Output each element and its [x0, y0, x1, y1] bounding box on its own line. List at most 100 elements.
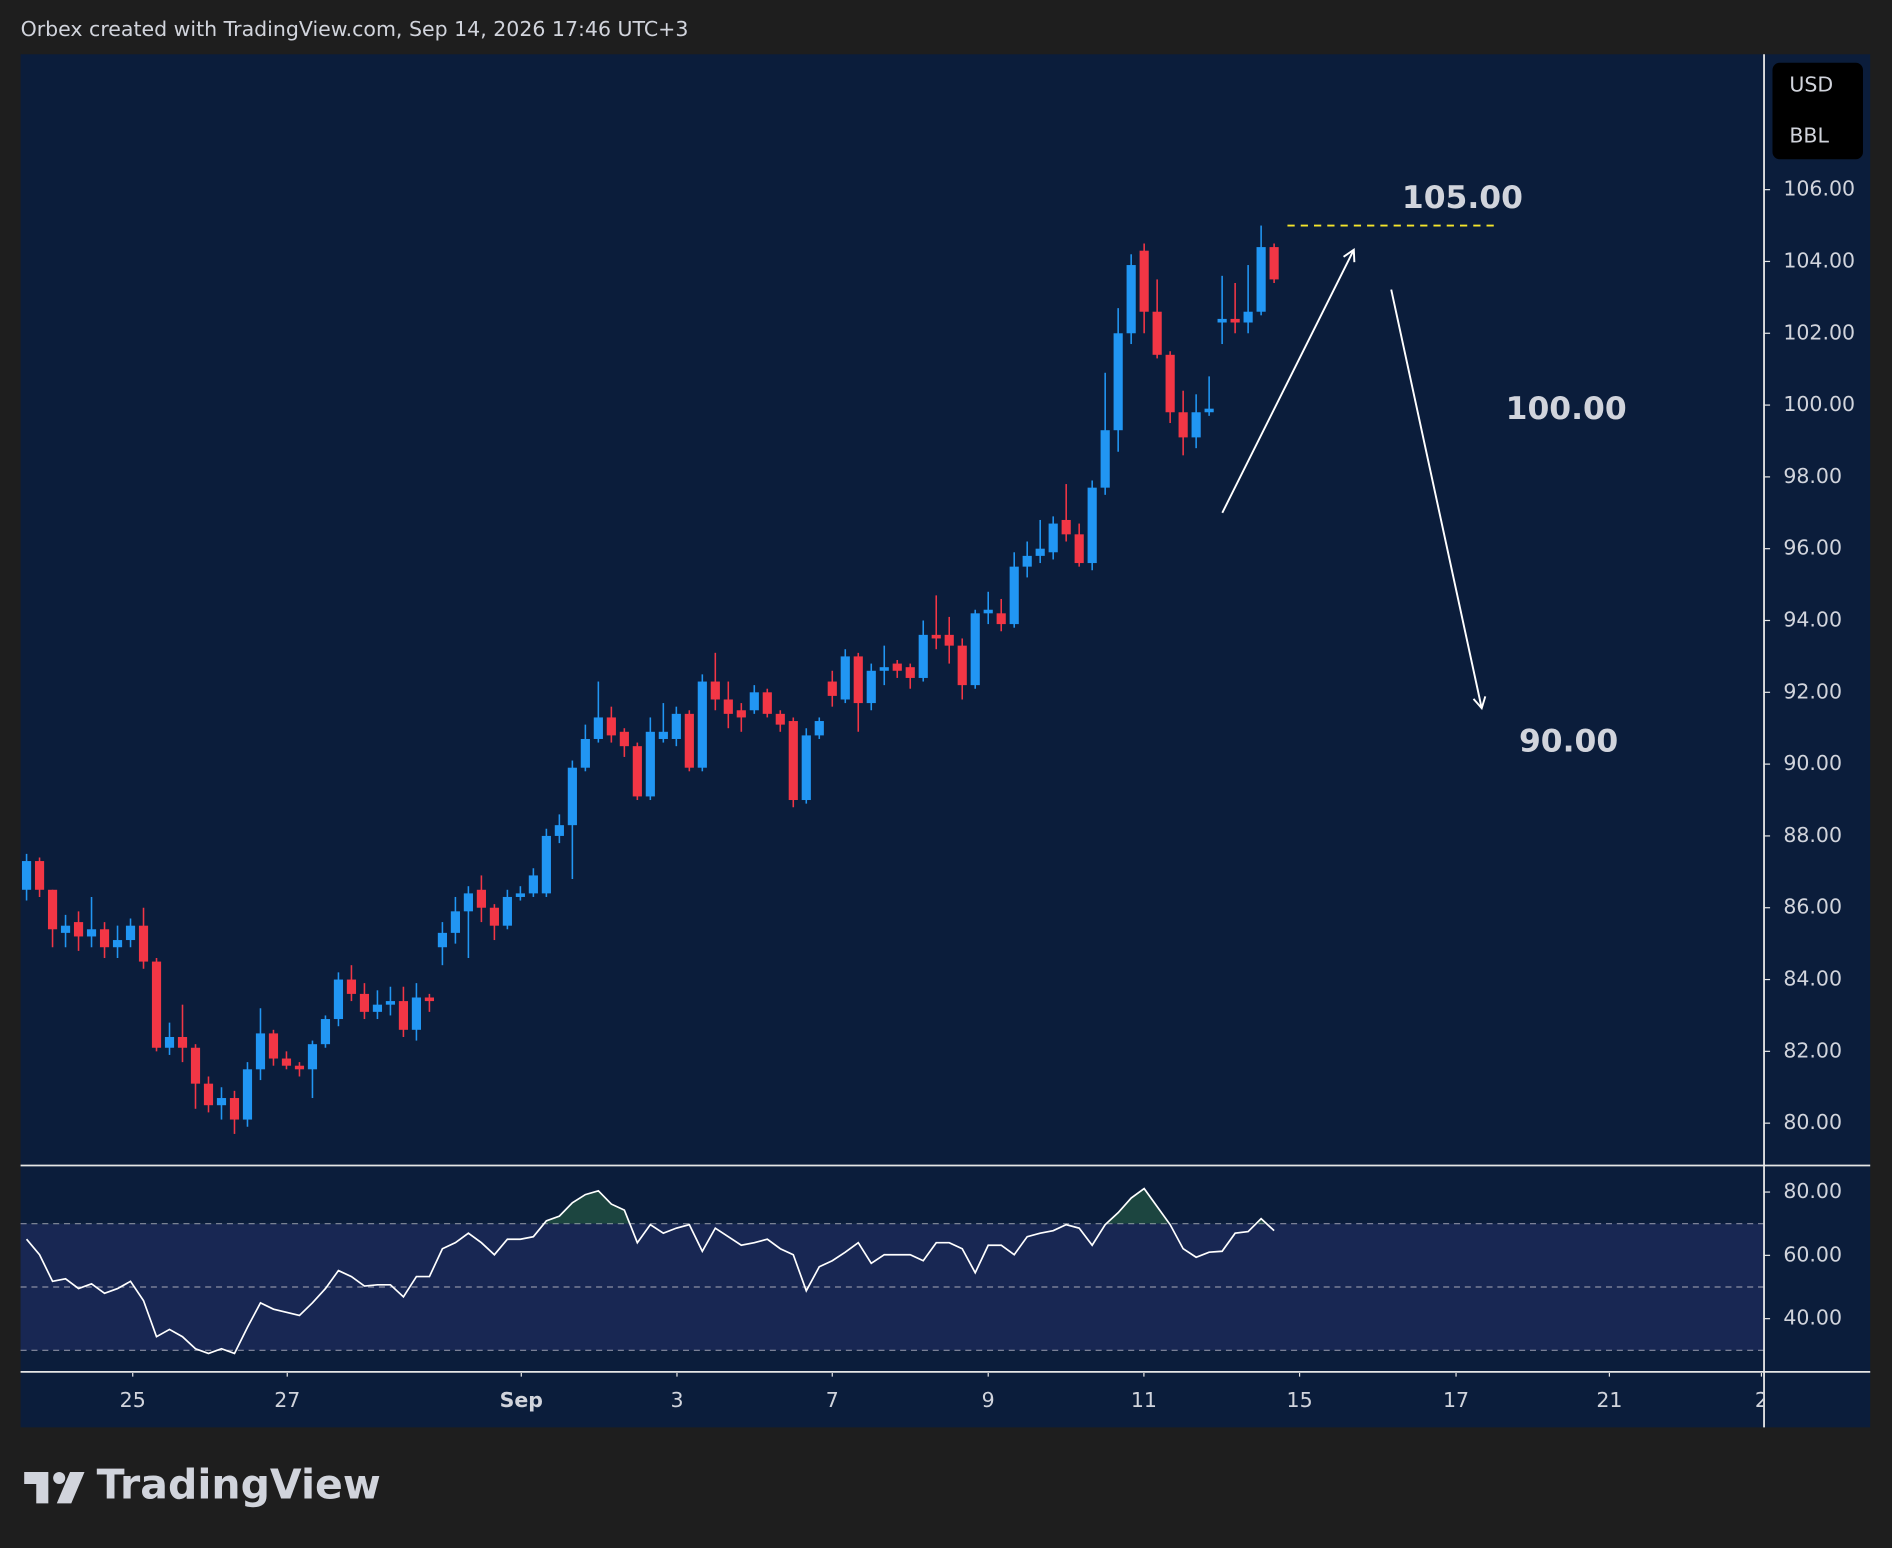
candle-body	[151, 961, 162, 1048]
x-tick-label: 17	[1443, 1388, 1469, 1412]
candle-body	[1061, 519, 1071, 535]
rsi-tick-label: 40.00	[1783, 1306, 1842, 1330]
candle-body	[190, 1047, 201, 1084]
unit: BBL	[1789, 123, 1829, 147]
candle-body	[320, 1019, 331, 1045]
chart-area	[20, 54, 1871, 1428]
candle-body	[1178, 412, 1188, 438]
candle-body	[580, 738, 590, 768]
candle-body	[281, 1058, 292, 1066]
candle-body	[515, 893, 525, 897]
candle-body	[866, 670, 876, 704]
candle-body	[1074, 534, 1084, 564]
candle-body	[385, 1001, 396, 1005]
candle-body	[645, 731, 655, 797]
candle-body	[996, 613, 1006, 625]
logo-icon	[24, 1471, 85, 1504]
candle-body	[73, 922, 84, 937]
y-tick-label: 90.00	[1783, 751, 1842, 775]
y-tick-label: 104.00	[1783, 248, 1855, 272]
candle-body	[528, 875, 538, 894]
candle-body	[489, 907, 499, 926]
y-tick-label: 92.00	[1783, 679, 1842, 703]
rsi-tick-label: 60.00	[1783, 1242, 1842, 1266]
y-tick-label: 102.00	[1783, 320, 1855, 344]
candle-body	[398, 1001, 409, 1030]
candle-body	[177, 1036, 188, 1048]
candle-body	[918, 634, 928, 678]
candle-body	[970, 613, 980, 686]
candle-body	[1087, 487, 1097, 564]
candle-body	[801, 735, 811, 801]
candle-body	[1113, 333, 1123, 431]
y-tick-label: 82.00	[1783, 1038, 1842, 1062]
candle-body	[138, 925, 149, 962]
x-tick-label: 25	[120, 1388, 146, 1412]
x-tick-label: 3	[670, 1388, 683, 1412]
candle-body	[21, 861, 32, 890]
candle-body	[1152, 311, 1162, 355]
x-tick-label: 11	[1131, 1388, 1157, 1412]
candle-body	[1204, 408, 1214, 413]
candle-body	[723, 699, 733, 714]
candle-body	[372, 1004, 383, 1012]
candle-body	[1035, 548, 1045, 556]
candle-body	[1022, 555, 1032, 567]
y-tick-label: 100.00	[1783, 392, 1855, 416]
y-tick-label: 86.00	[1783, 895, 1842, 919]
candle-body	[1139, 250, 1149, 312]
candle-body	[476, 889, 486, 908]
candle-body	[983, 609, 993, 614]
candle-body	[1165, 354, 1175, 413]
candle-body	[658, 731, 668, 739]
candle-body	[333, 979, 344, 1020]
candle-body	[1230, 318, 1240, 323]
x-tick-label: 15	[1287, 1388, 1313, 1412]
candle-body	[736, 710, 746, 718]
rsi-tick-label: 80.00	[1783, 1179, 1842, 1203]
candle-body	[814, 721, 824, 736]
y-tick-label: 88.00	[1783, 823, 1842, 847]
candle-body	[99, 929, 110, 948]
candle-body	[359, 993, 370, 1012]
candle-body	[203, 1083, 214, 1106]
candle-body	[541, 835, 551, 894]
rsi-plot	[25, 1187, 1275, 1355]
candle-body	[255, 1033, 266, 1070]
candle-body	[242, 1069, 253, 1120]
x-tick-label: 21	[1596, 1388, 1622, 1412]
candle-body	[307, 1044, 318, 1070]
y-tick-label: 106.00	[1783, 177, 1855, 201]
candle-body	[697, 681, 707, 768]
candle-body	[879, 667, 889, 671]
x-tick-label: 9	[982, 1388, 995, 1412]
candle-body	[112, 940, 123, 948]
header: Orbex created with TradingView.com, Sep …	[21, 17, 689, 41]
candle-body	[554, 825, 564, 836]
candle-body	[47, 889, 58, 930]
candle-body	[502, 896, 512, 926]
up-arrow	[1221, 247, 1356, 514]
price-pane	[21, 224, 1497, 1134]
candle-body	[463, 893, 473, 912]
y-tick-label: 98.00	[1783, 464, 1842, 488]
currency: USD	[1789, 73, 1833, 97]
candle-body	[632, 746, 642, 797]
x-tick-label: 27	[274, 1388, 300, 1412]
candle-body	[216, 1098, 227, 1106]
candle-body	[944, 634, 954, 646]
rsi-line	[25, 1187, 1275, 1355]
candle-body	[268, 1033, 279, 1059]
candle-body	[164, 1036, 175, 1048]
candle-body	[424, 997, 434, 1002]
candle-body	[34, 861, 45, 890]
x-tick-label: 7	[826, 1388, 839, 1412]
candle-body	[957, 645, 967, 686]
candle-body	[125, 925, 136, 941]
candle-body	[60, 925, 71, 933]
candle-body	[450, 911, 460, 933]
unit-box[interactable]	[1772, 62, 1863, 160]
candle-body	[905, 667, 915, 678]
candle-body	[1191, 412, 1201, 438]
